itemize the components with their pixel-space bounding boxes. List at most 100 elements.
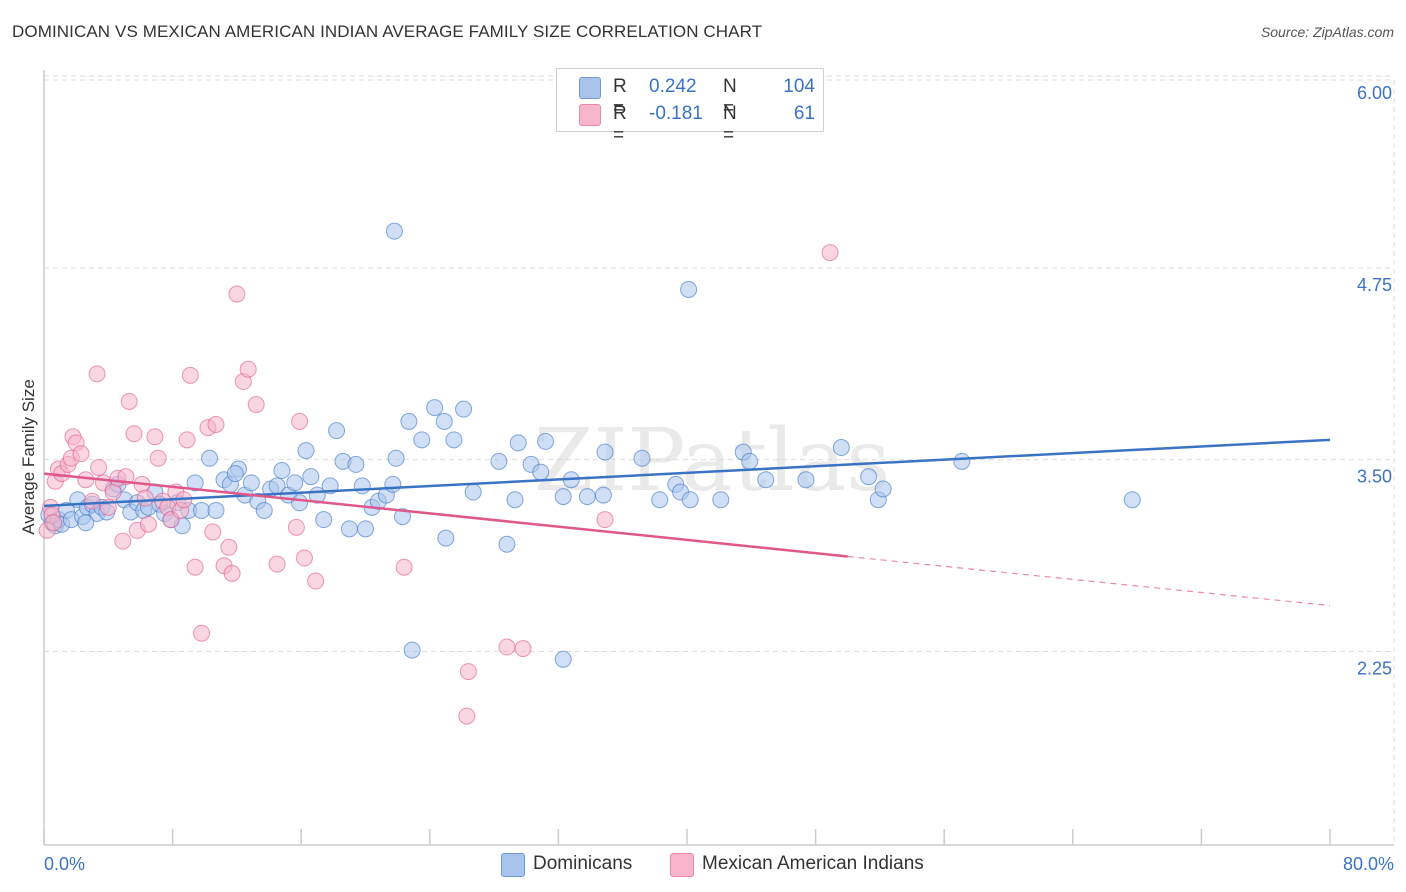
mexican-american-indian-point	[72, 445, 90, 463]
dominican-point	[455, 400, 473, 418]
n-value: 61	[793, 103, 815, 124]
dominican-point	[554, 650, 572, 668]
mexican-american-indian-point	[146, 428, 164, 446]
mexican-american-indian-point	[83, 492, 101, 510]
dominican-point	[201, 449, 219, 467]
mexican-american-indian-point	[247, 396, 265, 414]
mexican-american-indians-legend-label: Mexican American Indians	[702, 853, 924, 874]
y-axis-label: Average Family Size	[19, 379, 38, 535]
mexican-american-indian-point	[395, 558, 413, 576]
dominican-point	[387, 449, 405, 467]
mexican-american-indian-point	[220, 538, 238, 556]
dominican-point	[302, 468, 320, 486]
dominican-point	[712, 491, 730, 509]
mexican-american-indian-point	[149, 449, 167, 467]
r-label: R =	[613, 103, 627, 146]
dominican-point	[207, 501, 225, 519]
dominicans-legend-label: Dominicans	[533, 853, 633, 874]
dominican-point	[741, 452, 759, 470]
dominican-point	[633, 449, 651, 467]
dominican-point	[255, 501, 273, 519]
dominican-point	[426, 399, 444, 417]
mexican-american-indian-point	[498, 638, 516, 656]
dominicans-legend-swatch	[501, 853, 525, 877]
dominicans-swatch	[579, 77, 601, 99]
mexican-american-indians-trend-line	[43, 472, 848, 558]
dominican-point	[357, 520, 374, 538]
mexican-american-indian-point	[136, 489, 154, 507]
dominican-point	[680, 280, 698, 298]
mexican-american-indian-point	[139, 515, 157, 533]
mexican-american-indian-point	[459, 663, 477, 681]
dominican-point	[832, 439, 850, 457]
mexican-american-indian-point	[239, 360, 257, 378]
axes	[43, 70, 1394, 846]
dominican-point	[297, 442, 315, 460]
dominican-point	[291, 494, 309, 512]
dominican-point	[437, 529, 455, 547]
mexican-american-indians-legend-swatch	[670, 853, 694, 877]
dominican-point	[498, 535, 516, 553]
n-label: N =	[723, 76, 737, 119]
dominican-point	[403, 641, 421, 659]
r-value: -0.181	[649, 103, 703, 124]
mexican-american-indian-point	[88, 365, 106, 383]
dominican-point	[385, 222, 403, 240]
dominican-point	[509, 434, 527, 452]
source-label: Source: ZipAtlas.com	[1260, 24, 1394, 40]
dominican-point	[596, 443, 614, 461]
trend-lines	[43, 438, 1331, 607]
mexican-american-indian-point	[125, 425, 143, 443]
n-value: 104	[783, 76, 815, 97]
y-tick-label: 4.75	[1357, 275, 1392, 295]
dominican-point	[953, 452, 971, 470]
mexican-american-indian-point	[204, 523, 222, 541]
mexican-american-indian-point	[181, 366, 199, 384]
y-tick-label: 2.25	[1357, 659, 1392, 679]
y-tick-labels: 2.25 3.50 4.75 6.00	[1357, 83, 1392, 678]
mexican-american-indian-point	[268, 555, 286, 573]
dominican-point	[393, 508, 411, 526]
dominican-point	[286, 474, 304, 492]
dominican-point	[193, 501, 211, 519]
mexican-american-indian-point	[295, 549, 313, 567]
dominican-point	[1123, 491, 1141, 509]
mexican-american-indian-point	[291, 412, 309, 430]
mexican-american-indians-swatch	[579, 104, 601, 126]
dominican-point	[578, 488, 596, 506]
mexican-american-indian-point	[120, 392, 138, 410]
dominican-point	[874, 480, 892, 498]
dominican-point	[651, 491, 669, 509]
dominican-point	[315, 511, 333, 529]
mexican-american-indian-point	[45, 514, 63, 532]
n-label: N =	[723, 103, 737, 146]
dominican-point	[860, 468, 878, 486]
dominican-point	[328, 422, 346, 440]
mexican-american-indian-point	[114, 532, 132, 550]
dominican-point	[400, 412, 418, 430]
dominican-point	[445, 431, 463, 449]
x-tick-label-min: 0.0%	[44, 854, 85, 874]
dominican-point	[347, 455, 365, 473]
dominican-point	[537, 432, 555, 450]
mexican-american-indian-point	[186, 558, 204, 576]
r-label: R =	[613, 76, 627, 119]
dominican-point	[797, 471, 815, 489]
y-tick-label: 3.50	[1357, 467, 1392, 487]
mexican-american-indian-point	[178, 431, 196, 449]
dominican-point	[77, 514, 95, 532]
mexican-american-indian-point	[596, 511, 614, 529]
stats-legend: R = 0.242 N = 104 R = -0.181 N = 61	[556, 68, 824, 146]
mexican-american-indians-points	[38, 244, 839, 725]
mexican-american-indian-point	[287, 518, 305, 536]
mexican-american-indian-point	[90, 458, 108, 476]
dominican-point	[226, 465, 244, 483]
mexican-american-indian-point	[307, 572, 325, 590]
mexican-american-indian-point	[223, 564, 241, 582]
dominican-point	[506, 491, 524, 509]
y-tick-label: 6.00	[1357, 83, 1392, 103]
dominican-point	[413, 431, 431, 449]
mexican-american-indian-point	[193, 624, 211, 642]
mexican-american-indian-point	[228, 285, 246, 303]
